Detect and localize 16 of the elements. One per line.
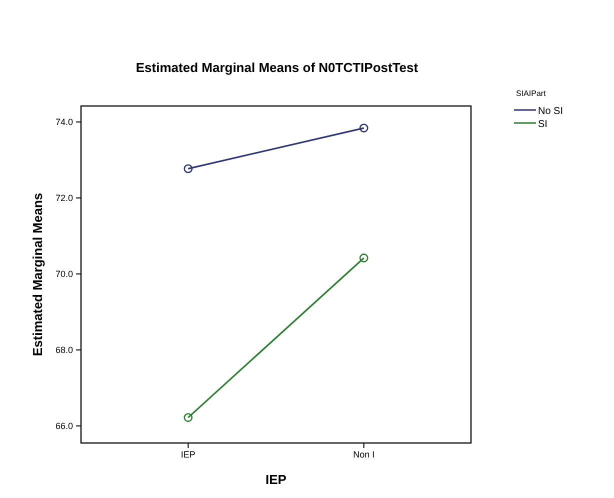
point [184, 164, 193, 174]
legend-label: SI [538, 119, 548, 130]
y-tick-label: 66.0 [55, 420, 73, 431]
legend-title: SIAIPart [516, 89, 547, 98]
point [184, 413, 193, 422]
y-axis-title: Estimated Marginal Means [30, 192, 45, 356]
point [359, 124, 368, 132]
chart-title: Estimated Marginal Means of N0TCTIPostTest [136, 60, 419, 75]
y-tick-label: 70.0 [55, 268, 73, 279]
y-tick-label: 72.0 [55, 192, 73, 203]
x-axis-title: IEP [266, 472, 287, 487]
point [359, 254, 368, 262]
y-tick-label: 74.0 [55, 116, 73, 127]
legend-label: No SI [538, 106, 564, 117]
y-tick-label: 68.0 [55, 344, 73, 355]
x-tick-label: Non I [353, 449, 375, 460]
